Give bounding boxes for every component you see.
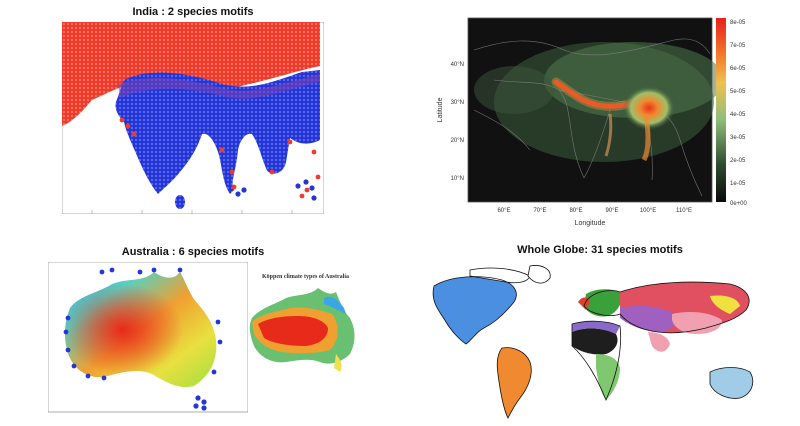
range-heatmap: 40°N 30°N 20°N 10°N 60°E 70°E 80°E 90°E …	[437, 17, 748, 227]
australia-panel-title: Australia : 6 species motifs	[121, 246, 265, 258]
cbar-tick-8: 0e+00	[730, 201, 748, 207]
india-red-region	[62, 22, 320, 126]
x-axis-label: Longitude	[575, 220, 606, 227]
australia-globe	[710, 367, 753, 399]
cbar-tick-5: 3e-05	[730, 135, 746, 141]
india-blue-region	[115, 70, 320, 194]
x-tick-70: 70°E	[533, 208, 546, 214]
x-tick-100: 100°E	[640, 208, 656, 214]
x-tick-90: 90°E	[605, 208, 618, 214]
globe-motif-map	[432, 265, 754, 419]
y-tick-20: 20°N	[451, 138, 464, 144]
koppen-climate-map	[249, 288, 355, 372]
x-tick-60: 60°E	[497, 208, 510, 214]
koppen-inset-title: Köppen climate types of Australia	[262, 274, 349, 280]
x-tick-110: 110°E	[676, 208, 692, 214]
cbar-tick-2: 6e-05	[730, 66, 746, 72]
cbar-tick-6: 2e-05	[730, 158, 746, 164]
x-tick-80: 80°E	[569, 208, 582, 214]
south-america	[497, 347, 532, 418]
australia-motif-map	[48, 262, 248, 413]
globe-panel-title: Whole Globe: 31 species motifs	[517, 244, 683, 256]
europe	[584, 289, 622, 317]
y-axis-label: Latitude	[437, 97, 444, 122]
india-motif-map	[62, 22, 324, 214]
africa-south	[596, 354, 620, 400]
y-tick-30: 30°N	[451, 100, 464, 106]
cbar-tick-7: 1e-05	[730, 181, 746, 187]
colorbar	[716, 18, 726, 202]
africa-north	[572, 328, 618, 355]
cbar-tick-0: 8e-05	[730, 20, 746, 26]
north-america	[433, 276, 517, 344]
cbar-tick-3: 5e-05	[730, 89, 746, 95]
india-panel-title: India : 2 species motifs	[132, 6, 254, 18]
cbar-tick-1: 7e-05	[730, 43, 746, 49]
y-tick-40: 40°N	[451, 62, 464, 68]
cbar-tick-4: 4e-05	[730, 112, 746, 118]
y-tick-10: 10°N	[451, 176, 464, 182]
